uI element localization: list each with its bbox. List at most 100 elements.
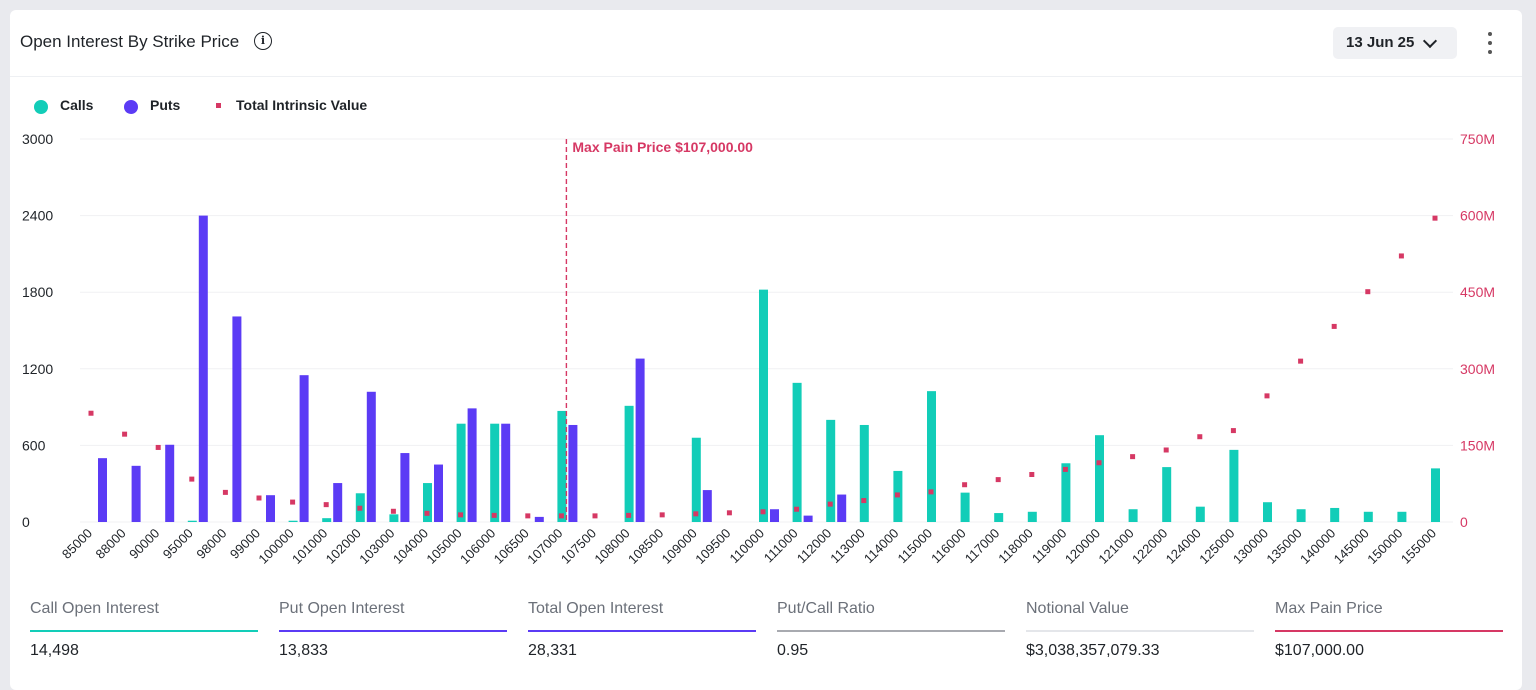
intrinsic-point — [1331, 323, 1337, 329]
call-bar — [1363, 511, 1373, 522]
intrinsic-point — [760, 509, 766, 515]
call-bar — [1263, 502, 1272, 522]
y-tick-label-right: 0 — [1460, 514, 1468, 530]
call-bar — [456, 423, 466, 522]
x-tick-label: 114000 — [861, 526, 902, 567]
y-tick-label-right: 150M — [1460, 437, 1495, 453]
legend-puts-label: Puts — [150, 97, 181, 113]
intrinsic-point — [390, 508, 396, 514]
x-tick-label: 106500 — [491, 526, 532, 567]
stat-label: Put Open Interest — [279, 600, 405, 617]
intrinsic-point — [189, 476, 195, 482]
x-tick-label: 113000 — [827, 526, 868, 567]
x-tick-label: 98000 — [193, 526, 229, 562]
intrinsic-point — [525, 513, 531, 519]
call-bar — [960, 492, 970, 522]
x-tick-label: 130000 — [1230, 526, 1271, 567]
stat-underline — [777, 630, 1005, 632]
call-bar — [792, 382, 802, 522]
y-tick-label-right: 600M — [1460, 208, 1495, 224]
stat-put-call-ratio: Put/Call Ratio 0.95 — [777, 600, 1005, 660]
x-tick-label: 121000 — [1095, 526, 1136, 567]
x-tick-label: 122000 — [1129, 526, 1170, 567]
stat-underline — [30, 630, 258, 632]
call-bar — [490, 423, 500, 522]
stat-max-pain-price: Max Pain Price $107,000.00 — [1275, 600, 1503, 660]
intrinsic-point — [1365, 289, 1371, 295]
y-tick-label-left: 600 — [22, 437, 46, 453]
call-bar — [1195, 506, 1205, 522]
x-tick-label: 115000 — [895, 526, 936, 567]
call-bar — [322, 518, 332, 522]
x-tick-label: 116000 — [928, 526, 969, 567]
intrinsic-point — [726, 510, 732, 516]
put-bar — [770, 509, 779, 522]
call-bar — [288, 520, 298, 522]
x-tick-label: 101000 — [289, 526, 330, 567]
intrinsic-point — [827, 501, 833, 507]
stat-label: Notional Value — [1026, 600, 1129, 617]
x-tick-label: 112000 — [794, 526, 835, 567]
x-tick-label: 108000 — [591, 526, 632, 567]
put-bar — [266, 495, 275, 522]
stat-value: $107,000.00 — [1275, 642, 1364, 659]
intrinsic-point — [323, 502, 329, 508]
intrinsic-point — [1197, 434, 1203, 440]
intrinsic-point — [1096, 460, 1102, 466]
stat-underline — [279, 630, 507, 632]
stat-underline — [528, 630, 756, 632]
open-interest-chart: 0 0 600 150M 1200 300M 1800 450M 2400 600M 3000 750… — [22, 131, 1495, 567]
legend-calls-label: Calls — [60, 97, 94, 113]
intrinsic-point — [626, 512, 632, 518]
put-bar — [333, 483, 343, 522]
call-bar — [994, 513, 1004, 522]
summary-stats: Call Open Interest 14,498 Put Open Inter… — [10, 600, 1522, 680]
legend-puts-swatch — [124, 100, 138, 114]
x-tick-label: 140000 — [1297, 526, 1338, 567]
call-bar — [1162, 467, 1172, 522]
stat-value: $3,038,357,079.33 — [1026, 642, 1160, 659]
card-title: Open Interest By Strike Price — [20, 32, 240, 51]
intrinsic-point — [794, 506, 800, 512]
put-bar — [299, 375, 309, 522]
stat-total-open-interest: Total Open Interest 28,331 — [528, 600, 756, 660]
intrinsic-point — [693, 511, 699, 517]
call-bar — [859, 424, 869, 522]
x-tick-label: 102000 — [323, 526, 364, 567]
call-bar — [187, 520, 197, 522]
call-bar — [1027, 511, 1037, 522]
x-tick-label: 107500 — [558, 526, 599, 567]
y-tick-label-left: 1800 — [22, 284, 53, 300]
intrinsic-point — [256, 495, 262, 501]
intrinsic-point — [357, 505, 363, 511]
legend-intrinsic-label: Total Intrinsic Value — [236, 97, 368, 113]
call-bar — [557, 410, 567, 522]
stat-value: 0.95 — [777, 642, 809, 659]
intrinsic-point — [1130, 454, 1136, 460]
intrinsic-point — [1230, 428, 1236, 434]
x-tick-label: 135000 — [1263, 526, 1304, 567]
x-tick-label: 119000 — [1029, 526, 1070, 567]
intrinsic-point — [155, 444, 161, 450]
put-bar — [165, 444, 175, 522]
stat-value: 14,498 — [30, 642, 79, 659]
expiry-date-select[interactable]: 13 Jun 25 — [1333, 27, 1457, 59]
intrinsic-point — [592, 513, 598, 519]
x-tick-label: 100000 — [255, 526, 296, 567]
stat-label: Total Open Interest — [528, 600, 664, 617]
call-bar — [1229, 449, 1239, 522]
call-bar — [1397, 511, 1407, 522]
x-tick-label: 109000 — [659, 526, 700, 567]
intrinsic-point — [122, 431, 128, 437]
put-bar — [568, 424, 578, 522]
intrinsic-point — [1398, 253, 1404, 259]
x-tick-label: 110000 — [727, 526, 768, 567]
more-options-icon[interactable] — [1486, 32, 1494, 56]
info-icon[interactable]: i — [254, 32, 272, 50]
y-tick-label-right: 450M — [1460, 284, 1495, 300]
stat-underline — [1275, 630, 1503, 632]
x-tick-label: 118000 — [995, 526, 1036, 567]
x-tick-label: 95000 — [160, 526, 196, 562]
call-bar — [759, 289, 768, 522]
intrinsic-point — [928, 489, 934, 495]
